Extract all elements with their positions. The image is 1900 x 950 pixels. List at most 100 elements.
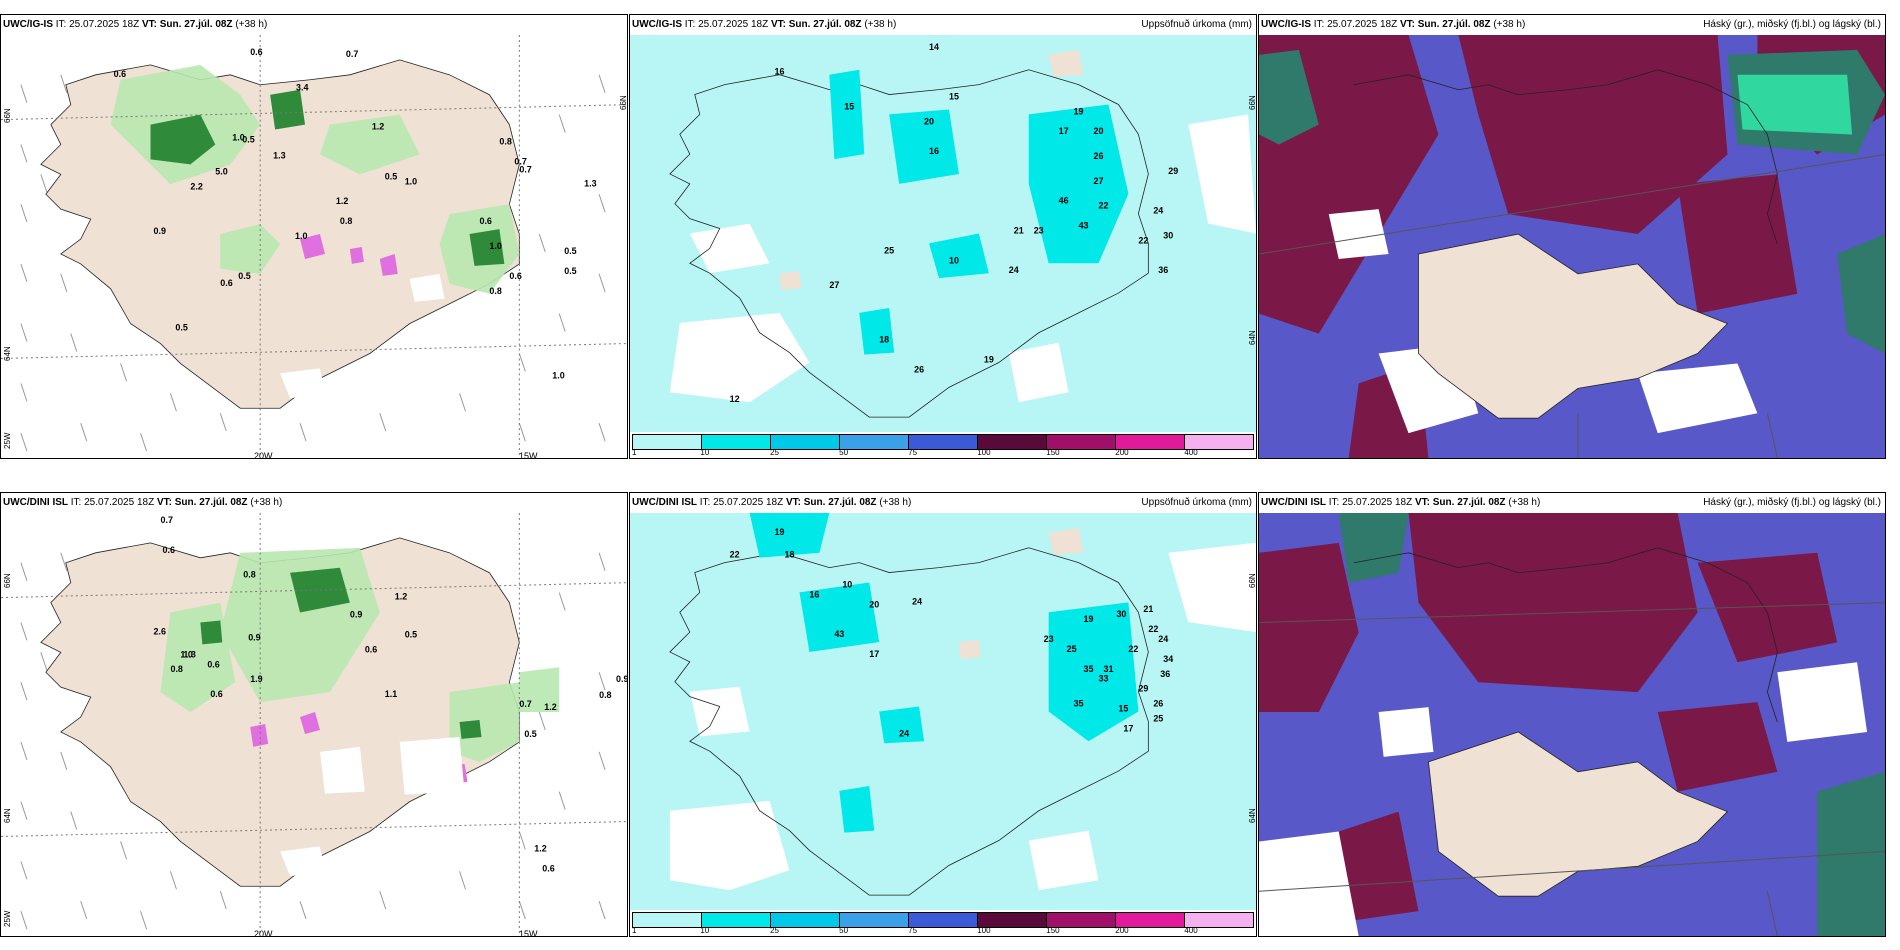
lat-label-66n: 66N: [3, 108, 12, 123]
value-label: 1.0: [405, 176, 417, 186]
value-label: 29: [1138, 684, 1148, 694]
value-label: 0.6: [542, 863, 554, 873]
lat-label-64n: 64N: [1248, 808, 1257, 823]
value-label: 10: [949, 255, 959, 265]
lat-label-25w: 25W: [3, 432, 12, 449]
value-label: 46: [1059, 196, 1069, 206]
colorbar-swatch: [702, 913, 771, 927]
value-label: 17: [1123, 723, 1133, 733]
colorbar-swatch: [840, 435, 909, 449]
value-label: 24: [1158, 634, 1168, 644]
value-label: 19: [775, 527, 785, 537]
value-label: 1.2: [336, 196, 348, 206]
model-name: UWC/IG-IS: [632, 19, 682, 30]
model-name: UWC/IG-IS: [3, 19, 53, 30]
high-clouds-edge: [1737, 74, 1853, 135]
panel-header: UWC/IG-IS IT: 25.07.2025 18Z VT: Sun. 27…: [630, 15, 1256, 35]
value-label: 1.3: [183, 649, 195, 659]
issue-time: IT: 25.07.2025 18Z: [1313, 19, 1398, 30]
value-label: 1.2: [544, 702, 556, 712]
map-svg: 0.6 0.6 3.4 1.0 0.5 5.0 0.7 2.2 0.9 1.2 …: [1, 35, 627, 458]
lat-label-64n: 64N: [3, 808, 12, 823]
value-label: 0.5: [405, 629, 417, 639]
value-label: 18: [879, 335, 889, 345]
value-label: 33: [1099, 674, 1109, 684]
colorbar-tick: 150: [1046, 926, 1060, 935]
lat-label-66n: 66N: [3, 573, 12, 588]
colorbar-tick: 50: [839, 448, 849, 457]
value-label: 36: [1158, 265, 1168, 275]
value-label: 16: [809, 589, 819, 599]
value-label: 0.8: [340, 216, 352, 226]
value-label: 0.5: [524, 729, 536, 739]
value-label: 0.6: [220, 278, 232, 288]
value-label: 17: [869, 649, 879, 659]
value-label: 0.7: [346, 49, 358, 59]
precip-moderate: [749, 513, 1139, 833]
colorbar-tick: 10: [700, 448, 710, 457]
colorbar-tick: 150: [1046, 448, 1060, 457]
colorbar-tick: 50: [839, 926, 849, 935]
value-label: 0.9: [616, 674, 627, 684]
map-area: [1259, 513, 1885, 936]
value-label: 0.8: [499, 136, 511, 146]
value-label: 21: [1014, 226, 1024, 236]
value-label: 16: [775, 67, 785, 77]
colorbar-ticks: 1 10 25 50 75 100 150 200 400: [632, 926, 1254, 936]
value-label: 27: [829, 280, 839, 290]
precip-values: 0.6 0.6 3.4 1.0 0.5 5.0 0.7 2.2 0.9 1.2 …: [114, 47, 597, 380]
land-dry: [958, 527, 1084, 659]
colorbar-swatch: [1185, 435, 1253, 449]
value-label: 0.6: [250, 47, 262, 57]
panel-igis-clouds: UWC/IG-IS IT: 25.07.2025 18Z VT: Sun. 27…: [1258, 14, 1886, 459]
colorbar-swatch: [840, 913, 909, 927]
value-label: 0.8: [170, 664, 182, 674]
colorbar-tick: 10: [700, 926, 710, 935]
valid-time: VT: Sun. 27.júl. 08Z: [785, 497, 877, 508]
value-label: 0.7: [519, 699, 531, 709]
value-label: 26: [1153, 699, 1163, 709]
map-area: [1259, 35, 1885, 458]
valid-time: VT: Sun. 27.júl. 08Z: [770, 19, 862, 30]
lead-time: (+38 h): [235, 19, 268, 30]
value-label: 0.7: [160, 515, 172, 525]
panel-dini-clouds: UWC/DINI ISL IT: 25.07.2025 18Z VT: Sun.…: [1258, 492, 1886, 937]
value-label: 15: [1118, 704, 1128, 714]
glaciers: [280, 736, 465, 877]
valid-time: VT: Sun. 27.júl. 08Z: [1414, 497, 1506, 508]
colorbar-swatch: [1116, 435, 1185, 449]
panel-title: Uppsöfnuð úrkoma (mm): [1141, 19, 1252, 30]
value-label: 22: [1148, 624, 1158, 634]
value-label: 16: [929, 146, 939, 156]
colorbar: 1 10 25 50 75 100 150 200 400: [630, 432, 1256, 458]
colorbar-swatch: [1047, 435, 1116, 449]
colorbar-swatch: [633, 913, 702, 927]
dry-areas: [669, 114, 1256, 403]
value-label: 25: [1067, 644, 1077, 654]
valid-time: VT: Sun. 27.júl. 08Z: [1399, 19, 1491, 30]
colorbar-swatch: [771, 435, 840, 449]
value-label: 23: [1044, 634, 1054, 644]
land-dry: [779, 49, 1084, 291]
glacier-convective: [300, 234, 398, 276]
value-label: 0.6: [365, 644, 377, 654]
map-area: 0.6 0.6 3.4 1.0 0.5 5.0 0.7 2.2 0.9 1.2 …: [1, 35, 627, 458]
value-label: 1.2: [395, 592, 407, 602]
dry-areas: [669, 542, 1256, 891]
model-name: UWC/DINI ISL: [1261, 497, 1326, 508]
precip-values: 0.7 0.6 0.8 1.2 2.6 1.3 1.9 0.6 0.9 1.0 …: [154, 515, 627, 873]
panel-title: Háský (gr.), miðský (fj.bl.) og lágský (…: [1703, 19, 1881, 30]
colorbar-tick: 1: [632, 926, 637, 935]
map-svg: [1259, 35, 1885, 458]
colorbar-swatch: [702, 435, 771, 449]
colorbar-tick: 200: [1115, 926, 1129, 935]
lead-time: (+38 h): [879, 497, 912, 508]
value-label: 5.0: [215, 166, 227, 176]
lead-time: (+38 h): [1508, 497, 1541, 508]
value-label: 30: [1163, 230, 1173, 240]
value-label: 22: [1138, 235, 1148, 245]
lon-label-20w: 20W: [254, 929, 273, 937]
colorbar-tick: 75: [908, 448, 918, 457]
lon-label-20w: 20W: [254, 451, 273, 459]
value-label: 23: [1034, 226, 1044, 236]
